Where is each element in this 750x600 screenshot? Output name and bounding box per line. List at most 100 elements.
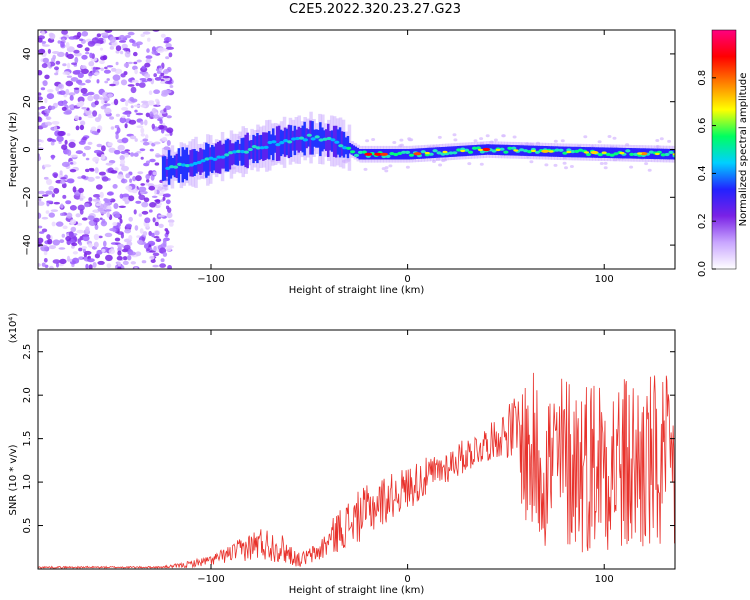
signal-body [295, 129, 299, 151]
noise-speckle [43, 176, 49, 180]
noise-speckle [118, 34, 126, 42]
noise-speckle [60, 212, 65, 216]
signal-body [327, 123, 330, 157]
noise-speckle [85, 226, 90, 233]
signal-core [554, 148, 560, 152]
noise-speckle [73, 87, 80, 90]
signal-core [169, 165, 175, 169]
noise-speckle [140, 120, 144, 125]
noise-speckle [54, 66, 59, 71]
noise-speckle [149, 111, 154, 117]
noise-speckle [92, 156, 100, 163]
noise-speckle [130, 261, 136, 265]
noise-speckle [101, 176, 109, 182]
noise-speckle [42, 194, 49, 197]
noise-speckle [135, 82, 140, 87]
signal-body [340, 131, 344, 156]
signal-core [519, 148, 525, 152]
noise-speckle [58, 90, 66, 95]
noise-speckle [157, 47, 165, 53]
noise-speckle [74, 115, 80, 121]
noise-speckle [38, 92, 42, 96]
noise-speckle [99, 60, 105, 65]
noise-speckle [151, 123, 155, 129]
faint-speckle [644, 162, 649, 166]
snr-x-tick-label: −100 [197, 574, 224, 585]
noise-speckle [81, 136, 88, 141]
faint-speckle [363, 167, 368, 171]
snr-y-label: SNR (10 * v/v) [8, 444, 19, 515]
noise-speckle [106, 211, 111, 218]
noise-speckle [82, 93, 89, 97]
noise-speckle [65, 80, 74, 87]
noise-speckle [147, 101, 155, 106]
faint-speckle [371, 138, 376, 141]
noise-speckle [158, 124, 165, 130]
noise-speckle [77, 204, 85, 211]
noise-speckle [103, 96, 110, 102]
noise-speckle [132, 176, 137, 182]
noise-speckle [115, 45, 122, 52]
faint-speckle [659, 137, 664, 141]
signal-peak [364, 152, 373, 156]
signal-peak [566, 150, 572, 154]
noise-speckle [98, 171, 106, 176]
faint-speckle [667, 139, 672, 143]
faint-speckle [399, 143, 404, 147]
noise-speckle [60, 41, 65, 48]
noise-speckle [45, 116, 52, 120]
noise-speckle [121, 165, 129, 172]
noise-speckle [92, 262, 97, 268]
faint-speckle [599, 162, 604, 165]
noise-speckle [137, 171, 144, 175]
noise-speckle [119, 155, 125, 161]
signal-core [180, 163, 187, 167]
noise-speckle [106, 78, 110, 81]
noise-speckle [118, 205, 127, 208]
noise-speckle [114, 237, 121, 242]
noise-speckle [115, 133, 119, 140]
noise-speckle [146, 222, 150, 229]
noise-speckle [124, 35, 131, 39]
noise-speckle [127, 255, 132, 261]
noise-speckle [82, 152, 86, 157]
signal-body [354, 146, 357, 158]
noise-speckle [88, 264, 93, 269]
noise-speckle [62, 63, 67, 67]
faint-speckle [479, 137, 484, 141]
noise-speckle [56, 262, 59, 268]
noise-speckle [146, 179, 150, 183]
noise-speckle [155, 199, 161, 204]
signal-body [309, 120, 312, 155]
signal-peak [619, 151, 625, 155]
signal-body [649, 148, 652, 159]
noise-speckle [93, 241, 99, 248]
faint-speckle [473, 139, 478, 143]
faint-speckle [405, 165, 410, 169]
signal-core [664, 152, 670, 157]
noise-speckle [66, 178, 75, 184]
noise-speckle [46, 234, 51, 240]
noise-speckle [157, 184, 163, 187]
noise-speckle [62, 225, 68, 230]
signal-body [350, 144, 354, 155]
signal-core [287, 140, 293, 144]
noise-speckle [55, 86, 60, 92]
signal-body [344, 137, 348, 155]
faint-speckle [438, 163, 443, 167]
noise-speckle [138, 186, 147, 192]
noise-speckle [43, 164, 52, 168]
noise-speckle [105, 254, 113, 262]
noise-speckle [80, 87, 88, 94]
noise-speckle [89, 168, 95, 172]
signal-core [294, 136, 301, 141]
signal-body [509, 145, 513, 156]
noise-speckle [61, 144, 68, 150]
noise-speckle [74, 69, 82, 73]
noise-speckle [164, 228, 169, 232]
noise-speckle [129, 178, 133, 183]
noise-speckle [121, 107, 129, 111]
signal-core [208, 156, 214, 160]
spectrogram-y-tick-label: −40 [22, 235, 33, 256]
signal-peak [530, 149, 536, 153]
